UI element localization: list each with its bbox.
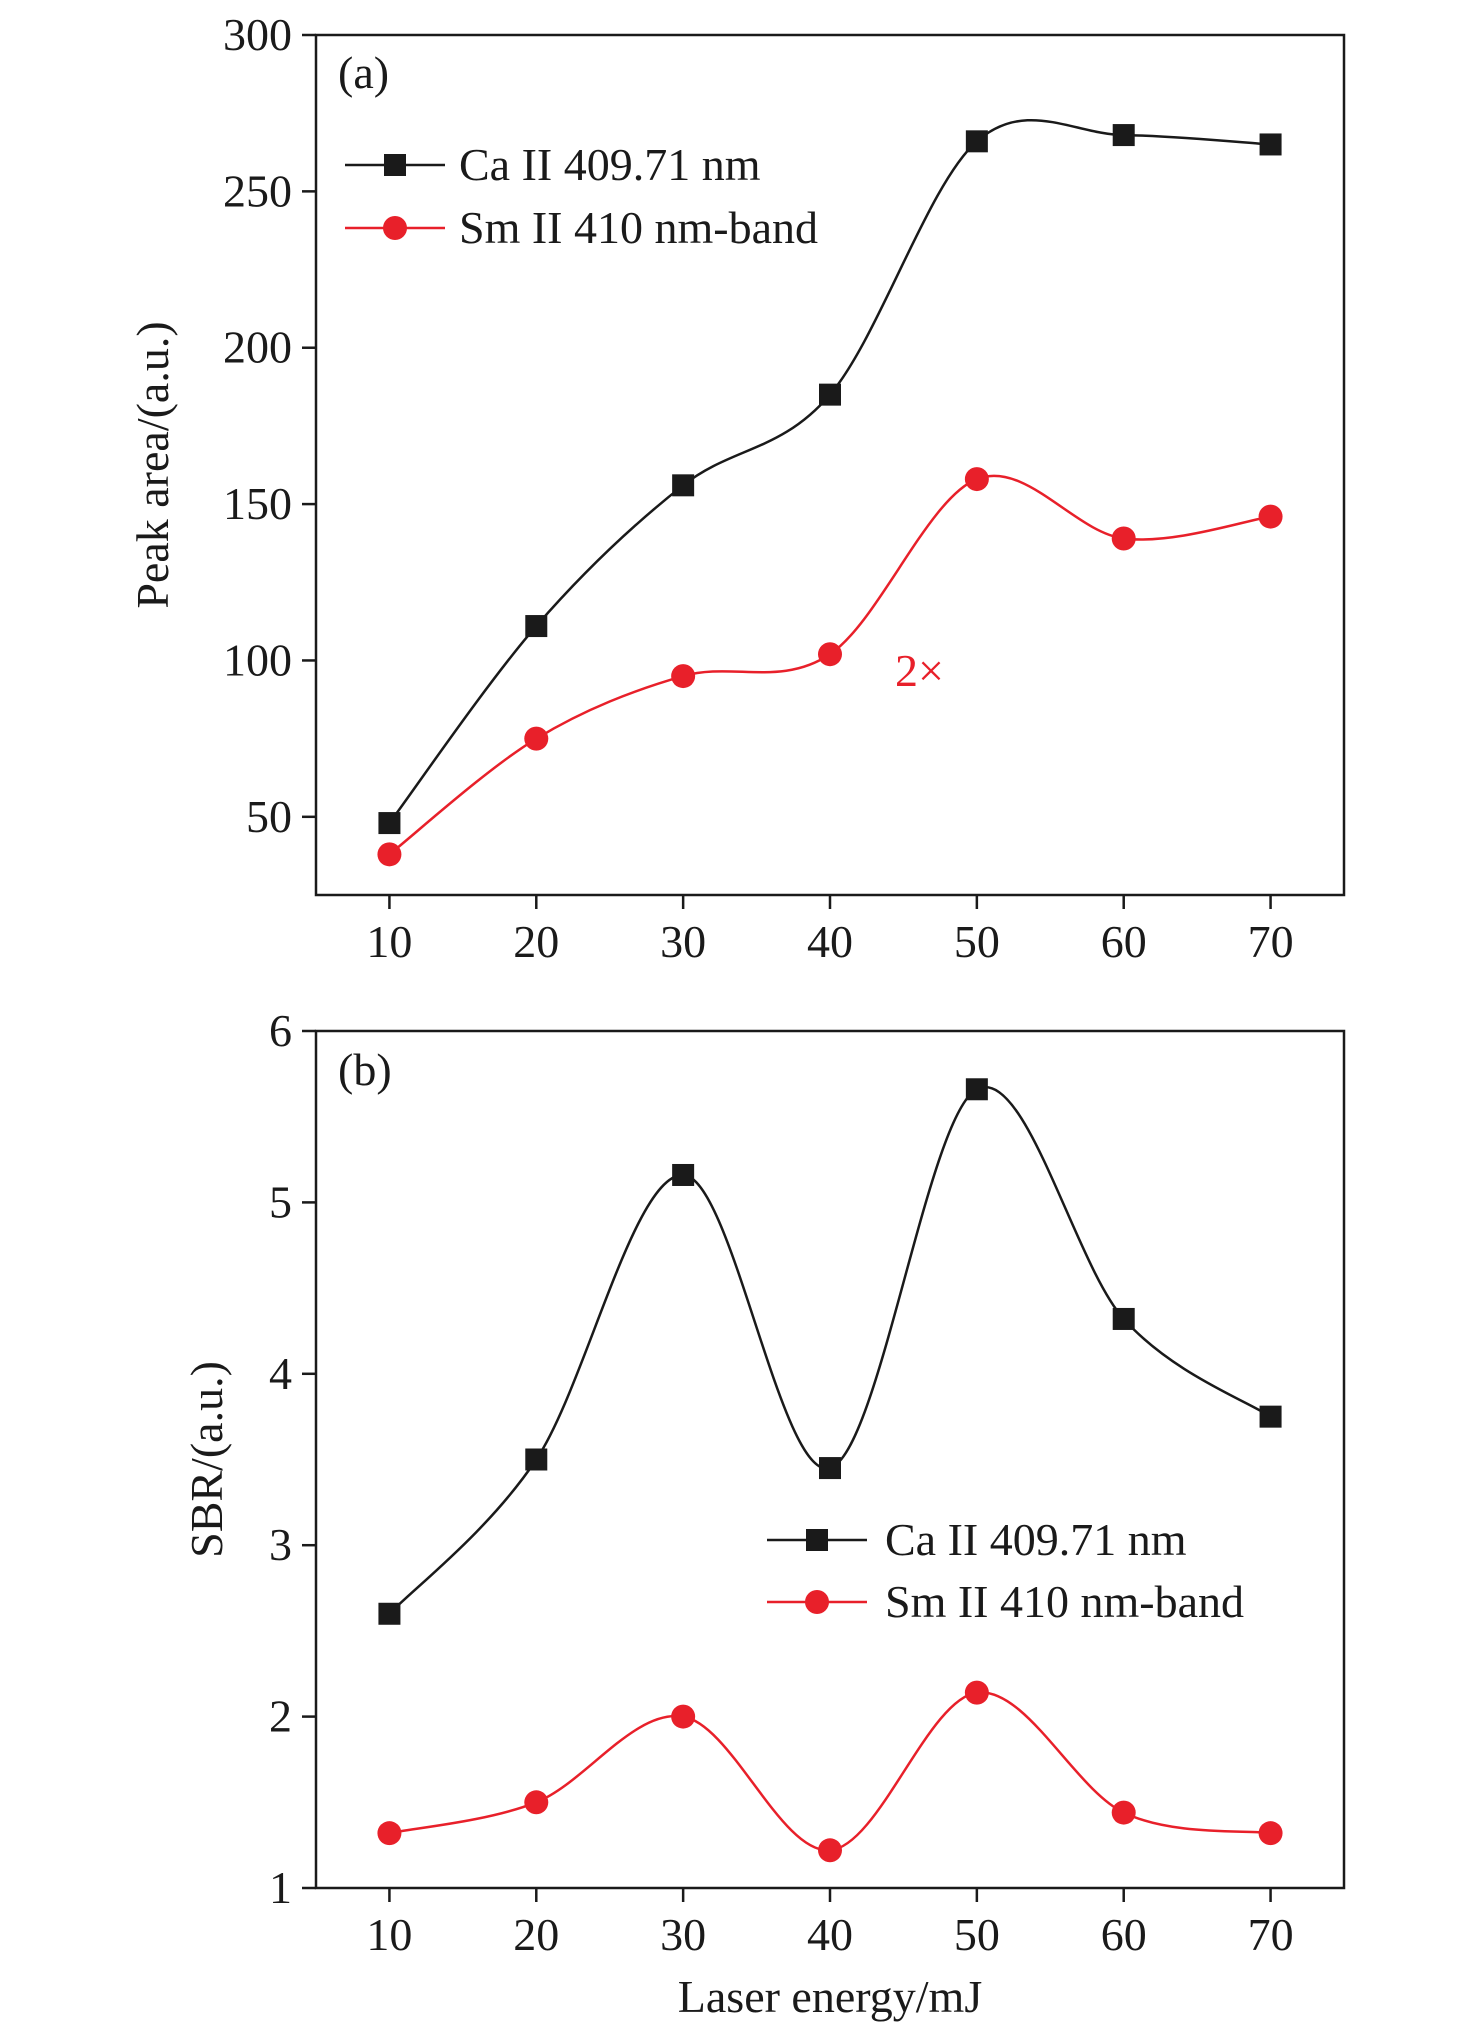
x-tick-label: 30 xyxy=(660,1909,706,1960)
x-tick-label: 60 xyxy=(1101,1909,1147,1960)
x-tick-label: 50 xyxy=(954,1909,1000,1960)
x-tick-label: 70 xyxy=(1248,916,1294,967)
x-tick-label: 10 xyxy=(366,1909,412,1960)
data-point xyxy=(1112,1307,1135,1330)
y-tick-label: 4 xyxy=(269,1348,292,1399)
y-tick-label: 300 xyxy=(223,9,292,60)
series-0 xyxy=(378,118,1282,835)
data-point xyxy=(965,1078,988,1101)
data-point xyxy=(818,1838,842,1863)
data-point xyxy=(378,812,401,835)
legend-label: Ca II 409.71 nm xyxy=(459,139,761,190)
y-tick-label: 1 xyxy=(269,1862,292,1913)
series-1 xyxy=(377,1680,1283,1863)
x-tick-label: 40 xyxy=(807,1909,853,1960)
series-line xyxy=(389,1691,1271,1852)
legend-label: Ca II 409.71 nm xyxy=(885,1514,1187,1565)
legend-label: Sm II 410 nm-band xyxy=(459,202,818,253)
y-tick-label: 2 xyxy=(269,1691,292,1742)
x-tick-label: 60 xyxy=(1101,916,1147,967)
panel-b: 10 20 30 40 50 60 70 1 2 3 4 5 6 SBR/(a.u.) Laser ener… xyxy=(181,1005,1346,2022)
x-tick-label: 20 xyxy=(513,916,559,967)
y-tick-label: 6 xyxy=(269,1005,292,1056)
y-tick-label: 5 xyxy=(269,1176,292,1227)
data-point xyxy=(964,467,989,492)
legend-entry: Ca II 409.71 nm xyxy=(767,1514,1187,1565)
data-point xyxy=(524,726,549,751)
data-point xyxy=(524,1790,549,1815)
data-point xyxy=(672,474,695,497)
panel-label: (a) xyxy=(338,47,389,98)
y-axis-label: SBR/(a.u.) xyxy=(181,1361,232,1558)
data-point xyxy=(1259,133,1282,156)
data-point xyxy=(377,842,402,867)
legend-marker xyxy=(805,1590,829,1614)
y-tick-label: 100 xyxy=(223,634,292,685)
data-point xyxy=(671,1704,696,1729)
data-point xyxy=(818,642,842,667)
legend-entry: Sm II 410 nm-band xyxy=(767,1576,1244,1627)
y-tick-label: 50 xyxy=(246,791,292,842)
y-tick-label: 250 xyxy=(223,165,292,216)
data-point xyxy=(1111,526,1136,551)
data-point xyxy=(525,615,548,638)
x-tick-label: 70 xyxy=(1248,1909,1294,1960)
y-axis-label: Peak area/(a.u.) xyxy=(127,321,178,608)
legend-entry: Sm II 410 nm-band xyxy=(345,202,818,253)
data-point xyxy=(672,1163,695,1186)
panel-a: 10 20 30 40 50 60 70 50 100 150 200 250 300 Peak area… xyxy=(127,9,1346,967)
series-1 xyxy=(377,467,1283,867)
x-tick-label: 30 xyxy=(660,916,706,967)
data-point xyxy=(671,664,696,689)
legend-marker xyxy=(384,154,406,176)
legend-entry: Ca II 409.71 nm xyxy=(345,139,761,190)
data-point xyxy=(1258,504,1283,529)
data-point xyxy=(378,1602,401,1625)
data-point xyxy=(1259,1405,1282,1428)
x-axis-label: Laser energy/mJ xyxy=(678,1971,982,2022)
data-point xyxy=(965,130,988,153)
data-point xyxy=(819,1457,841,1480)
y-tick-label: 150 xyxy=(223,478,292,529)
data-point xyxy=(1258,1821,1283,1846)
data-point xyxy=(377,1821,402,1846)
data-point xyxy=(525,1448,548,1471)
annotation: 2× xyxy=(895,645,944,696)
x-tick-label: 20 xyxy=(513,1909,559,1960)
y-tick-label: 200 xyxy=(223,322,292,373)
legend-label: Sm II 410 nm-band xyxy=(885,1576,1244,1627)
x-tick-label: 50 xyxy=(954,916,1000,967)
legend-marker xyxy=(383,216,407,240)
data-point xyxy=(1112,124,1135,147)
x-tick-label: 40 xyxy=(807,916,853,967)
data-point xyxy=(964,1680,989,1705)
panel-label: (b) xyxy=(338,1044,392,1095)
series-0 xyxy=(378,1078,1282,1625)
x-tick-label: 10 xyxy=(366,916,412,967)
y-tick-label: 3 xyxy=(269,1519,292,1570)
data-point xyxy=(819,383,841,406)
legend-marker xyxy=(806,1529,828,1551)
data-point xyxy=(1111,1800,1136,1825)
